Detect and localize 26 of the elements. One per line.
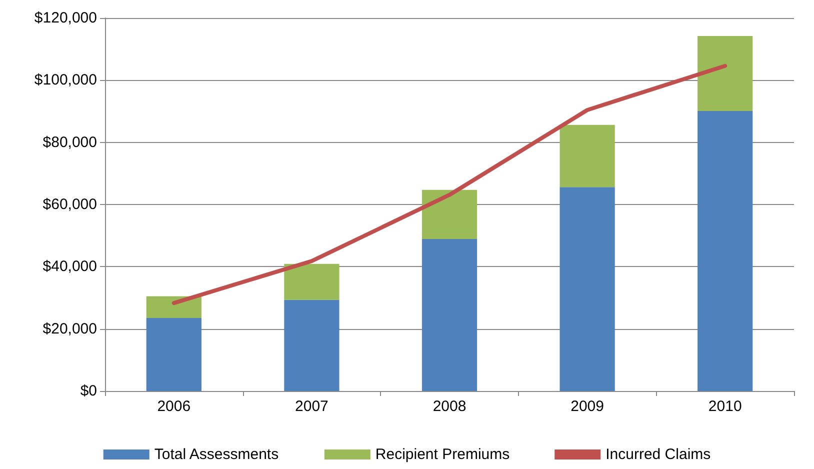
y-tick-label: $60,000	[42, 196, 97, 213]
y-tick-label: $100,000	[34, 72, 97, 89]
y-tick-label: $0	[80, 382, 97, 400]
bar	[560, 187, 615, 391]
bar	[284, 300, 340, 391]
x-tick-label: 2008	[432, 398, 466, 415]
y-tick-label: $80,000	[42, 134, 97, 151]
bar	[560, 124, 615, 188]
legend-label: Total Assessments	[154, 446, 279, 463]
bar	[422, 190, 478, 240]
y-tick-label: $120,000	[34, 10, 97, 26]
legend-label: Incurred Claims	[606, 446, 711, 463]
bar	[284, 264, 340, 300]
bar	[698, 36, 753, 111]
x-tick-label: 2007	[295, 398, 328, 415]
x-tick-label: 2006	[157, 398, 191, 415]
bar	[146, 318, 202, 391]
bar	[698, 110, 753, 391]
legend-label: Recipient Premiums	[375, 446, 510, 463]
x-tick-label: 2010	[708, 398, 742, 415]
bar	[146, 296, 202, 318]
line-series	[172, 64, 728, 306]
y-tick-label: $20,000	[42, 320, 97, 338]
x-tick-label: 2009	[570, 398, 604, 415]
bar	[422, 239, 478, 391]
y-tick-label: $40,000	[42, 258, 97, 276]
